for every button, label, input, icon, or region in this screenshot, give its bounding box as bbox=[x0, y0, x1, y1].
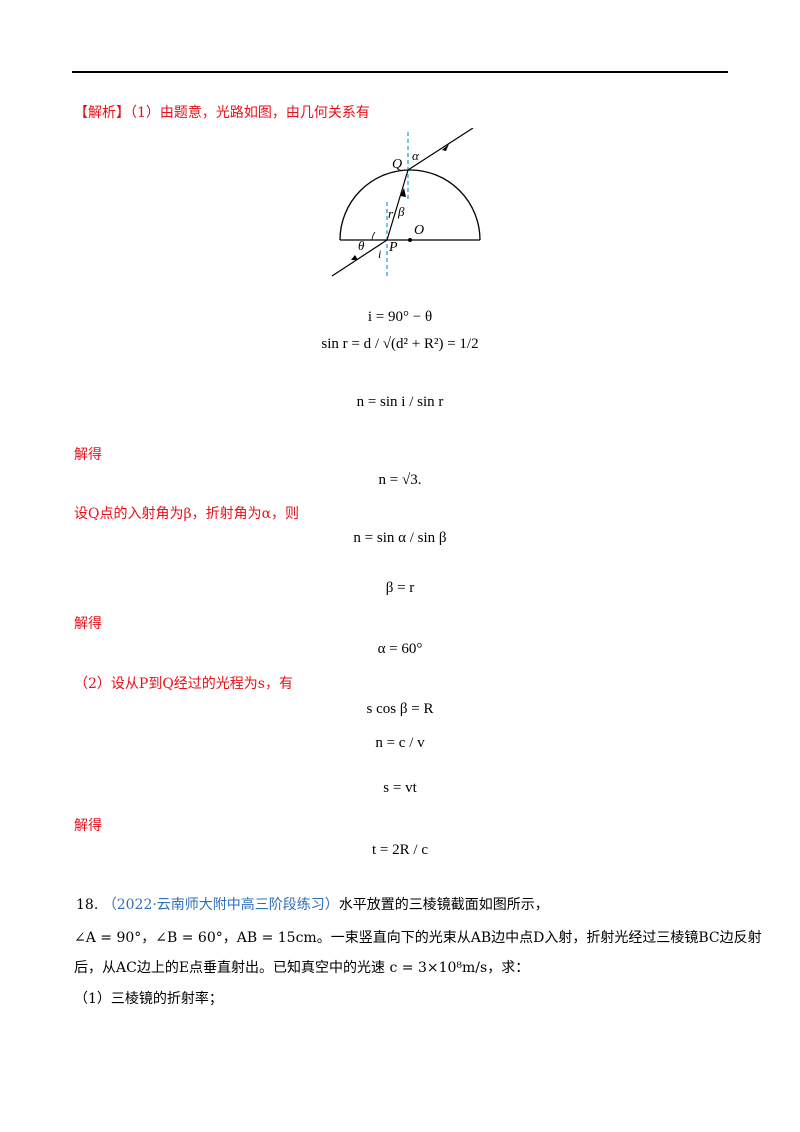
label-r: r bbox=[388, 206, 394, 221]
solve-1: 解得 bbox=[74, 447, 102, 463]
equation-6: β = r bbox=[385, 580, 415, 596]
label-o: O bbox=[414, 223, 424, 238]
equation-8: s cos β = R bbox=[366, 701, 434, 717]
equation-9: n = c / v bbox=[375, 735, 425, 751]
label-alpha: α bbox=[412, 148, 420, 163]
problem-18-header: 18. （2022·云南师大附中高三阶段练习）水平放置的三棱镜截面如图所示， bbox=[76, 894, 549, 914]
equation-5: n = sin α / sin β bbox=[353, 530, 447, 546]
arrow-icon bbox=[400, 188, 406, 197]
emergent-ray bbox=[407, 128, 474, 171]
equation-7: α = 60° bbox=[377, 641, 423, 657]
equation-3: n = sin i / sin r bbox=[356, 394, 444, 410]
refracted-ray bbox=[386, 169, 409, 241]
analysis-tag: 【解析】 bbox=[74, 105, 130, 121]
problem-number: 18. bbox=[76, 897, 99, 913]
arrow-icon bbox=[442, 144, 449, 151]
label-q: Q bbox=[392, 157, 402, 172]
center-dot bbox=[408, 238, 412, 242]
analysis-heading: 【解析】（1）由题意，光路如图，由几何关系有 bbox=[74, 102, 370, 122]
problem-line1: 水平放置的三棱镜截面如图所示， bbox=[338, 897, 549, 913]
question-1: （1）三棱镜的折射率； bbox=[74, 991, 223, 1007]
solve-2: 解得 bbox=[74, 616, 102, 632]
equation-10: s = vt bbox=[383, 780, 417, 796]
equation-2: sin r = d / √(d² + R²) = 1/2 bbox=[321, 336, 479, 352]
equation-11: t = 2R / c bbox=[372, 842, 428, 858]
label-p: P bbox=[388, 240, 398, 255]
label-beta: β bbox=[397, 204, 405, 219]
equation-4: n = √3. bbox=[378, 472, 422, 488]
semicircle-arc bbox=[339, 169, 481, 241]
problem-source: （2022·云南师大附中高三阶段练习） bbox=[102, 897, 339, 913]
problem-line3: 后，从AC边上的E点垂直射出。已知真空中的光速 c = 3×10⁸m/s，求： bbox=[74, 960, 530, 976]
label-theta: θ bbox=[358, 238, 365, 253]
part1-intro: （1）由题意，光路如图，由几何关系有 bbox=[130, 105, 370, 121]
theta-arc bbox=[371, 231, 376, 241]
incident-ray bbox=[331, 239, 388, 277]
solve-3: 解得 bbox=[74, 818, 102, 834]
problem-line2: ∠A = 90°，∠B = 60°，AB = 15cm。一束竖直向下的光束从AB… bbox=[74, 930, 762, 946]
arrow-icon bbox=[351, 255, 358, 260]
top-rule bbox=[72, 71, 728, 73]
optics-diagram: Q α r β O θ P i bbox=[331, 128, 481, 278]
set-q-text: 设Q点的入射角为β，折射角为α，则 bbox=[74, 506, 300, 522]
label-i: i bbox=[378, 247, 381, 261]
part2-intro: （2）设从P到Q经过的光程为s，有 bbox=[74, 676, 293, 692]
equation-1: i = 90° − θ bbox=[367, 309, 433, 325]
